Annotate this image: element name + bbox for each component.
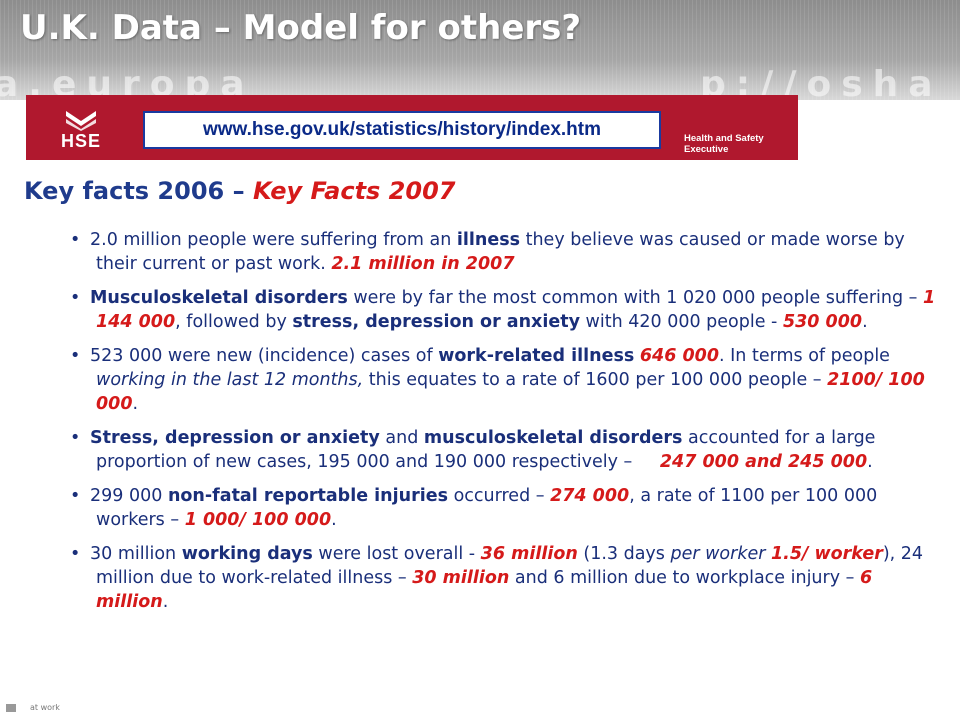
hse-logo: HSE — [52, 109, 110, 153]
bullet-text: accounted for a large proportion of new … — [96, 428, 876, 472]
list-item: Musculoskeletal disorders were by far th… — [70, 286, 940, 334]
bullet-text: 523 000 were new (incidence) cases of — [90, 346, 439, 366]
bullet-2007-figure: 2.1 million in 2007 — [331, 254, 515, 274]
bullet-2007-figure: 2100/ 100 000 — [96, 370, 925, 414]
bullet-text: . — [331, 510, 337, 530]
bullet-2007-figure: 1.5/ worker — [771, 544, 883, 564]
bullet-text: , followed by — [175, 312, 293, 332]
footer-corner-text: at work — [30, 703, 60, 712]
slide-title: U.K. Data – Model for others? — [20, 8, 582, 48]
bullet-text: were lost overall - — [312, 544, 481, 564]
bullet-2007-figure: 30 million — [412, 568, 510, 588]
bullet-2007-figure: 1 144 000 — [96, 288, 936, 332]
heading-2007: Key Facts 2007 — [252, 177, 456, 205]
hse-org-line2: Executive — [684, 144, 729, 155]
hse-url-link[interactable]: www.hse.gov.uk/statistics/history/index.… — [143, 111, 661, 149]
bullet-2007-figure: 6 million — [96, 568, 873, 612]
watermark-right: p://osha — [700, 64, 943, 100]
bullet-text: 2.0 million people were suffering from a… — [90, 230, 457, 250]
bullet-italic: per worker — [670, 544, 766, 564]
bullet-text: 299 000 — [90, 486, 168, 506]
bullet-text: . In terms of people — [719, 346, 890, 366]
footer-logo-icon — [6, 703, 16, 712]
bullet-bold: working days — [181, 544, 313, 564]
bullet-2007-figure: 36 million — [480, 544, 578, 564]
list-item: 523 000 were new (incidence) cases of wo… — [70, 344, 940, 416]
bullet-text: . — [862, 312, 868, 332]
hse-logo-mark-icon — [66, 111, 96, 131]
list-item: 2.0 million people were suffering from a… — [70, 228, 940, 276]
bullet-bold: Musculoskeletal disorders — [90, 288, 348, 308]
bullet-text: occurred – — [448, 486, 551, 506]
key-facts-list: 2.0 million people were suffering from a… — [70, 228, 940, 624]
bullet-italic: working in the last 12 months, — [96, 370, 364, 390]
bullet-bold: non-fatal reportable injuries — [167, 486, 448, 506]
heading-2006: Key facts 2006 – — [24, 177, 253, 205]
title-band: a.europa p://osha — [0, 0, 960, 100]
bullet-text: and — [379, 428, 424, 448]
bullet-bold: Stress, depression or anxiety — [90, 428, 380, 448]
hse-org-line1: Health and Safety — [684, 133, 764, 144]
bullet-text: ), 24 million due to work-related illnes… — [96, 544, 924, 588]
bullet-bold: work-related illness — [438, 346, 635, 366]
bullet-text: this equates to a rate of 1600 per 100 0… — [363, 370, 828, 390]
bullet-text: were by far the most common with 1 020 0… — [347, 288, 923, 308]
bullet-bold: illness — [456, 230, 521, 250]
footer-corner-logo: at work — [6, 703, 66, 717]
bullet-2007-figure: 1 000/ 100 000 — [184, 510, 332, 530]
bullet-text: with 420 000 people - — [579, 312, 783, 332]
bullet-text: . — [867, 452, 873, 472]
bullet-text: . — [132, 394, 139, 414]
bullet-2007-figure: 247 000 and 245 000 — [659, 452, 868, 472]
list-item: 299 000 non-fatal reportable injuries oc… — [70, 484, 940, 532]
bullet-text: . — [162, 592, 169, 612]
hse-logo-text: HSE — [60, 131, 101, 151]
watermark-left: a.europa — [0, 64, 255, 100]
bullet-text: and 6 million due to workplace injury – — [509, 568, 860, 588]
bullet-text: , a rate of 1100 per 100 000 workers – — [96, 486, 878, 530]
bullet-bold: stress, depression or anxiety — [292, 312, 580, 332]
bullet-text: they believe was caused or made worse by… — [96, 230, 905, 274]
list-item: Stress, depression or anxiety and muscul… — [70, 426, 940, 474]
bullet-bold: musculoskeletal disorders — [423, 428, 683, 448]
bullet-text: 30 million — [90, 544, 182, 564]
bullet-2007-figure: 274 000 — [550, 486, 630, 506]
hse-banner: HSE www.hse.gov.uk/statistics/history/in… — [26, 95, 798, 160]
hse-org-name: Health and Safety Executive — [684, 133, 794, 155]
bullet-2007-figure: 530 000 — [782, 312, 863, 332]
bullet-text: (1.3 days — [577, 544, 671, 564]
key-facts-heading: Key facts 2006 – Key Facts 2007 — [24, 175, 455, 207]
list-item: 30 million working days were lost overal… — [70, 542, 940, 614]
bullet-2007-figure: 646 000 — [639, 346, 720, 366]
